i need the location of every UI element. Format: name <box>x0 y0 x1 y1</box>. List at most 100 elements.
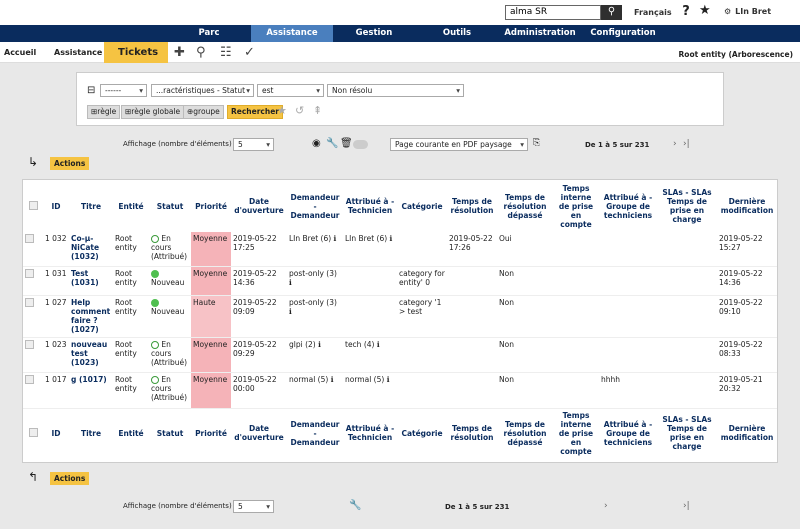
export-icon[interactable]: ⎘ <box>533 138 541 148</box>
wrench-icon[interactable]: 🔧 <box>326 138 339 149</box>
row-checkbox[interactable] <box>25 268 34 278</box>
col-id-footer[interactable]: ID <box>43 407 69 458</box>
row-checkbox[interactable] <box>25 339 34 349</box>
row-technician[interactable]: normal (5) <box>345 374 385 384</box>
row-technician[interactable]: tech (4) <box>345 339 375 349</box>
add-icon[interactable]: ✚ <box>174 45 185 60</box>
col-title-footer[interactable]: Titre <box>69 407 113 458</box>
row-requester[interactable]: post-only (3) <box>289 268 337 278</box>
row-requester[interactable]: post-only (3) <box>289 297 337 307</box>
nav-outils[interactable]: Outils <box>442 28 472 38</box>
nav-parc[interactable]: Parc <box>198 28 220 38</box>
actions-button-top[interactable]: Actions <box>50 157 90 170</box>
nav-gestion[interactable]: Gestion <box>355 28 393 38</box>
row-title-link[interactable]: Co-µ-NiCate (1032) <box>71 234 100 261</box>
select-all-checkbox-bottom[interactable] <box>28 427 38 437</box>
global-search-input[interactable]: alma SR <box>505 5 601 20</box>
row-requester[interactable]: glpi (2) <box>289 339 316 349</box>
col-opened-footer[interactable]: Date d'ouverture <box>231 407 287 458</box>
col-status-footer[interactable]: Statut <box>149 407 191 458</box>
field-select[interactable]: ...ractéristiques - Statut <box>151 84 254 97</box>
validate-icon[interactable]: ✓ <box>244 45 255 60</box>
col-category-footer[interactable]: Catégorie <box>397 407 447 458</box>
add-group-button[interactable]: ⊕groupe <box>183 105 224 119</box>
next-page-icon[interactable]: › <box>673 139 677 149</box>
trash-icon[interactable]: 🗑 <box>340 138 353 149</box>
user-menu[interactable]: ⚙ LIn Bret <box>724 7 771 16</box>
info-icon[interactable]: ℹ <box>389 234 393 243</box>
col-sla[interactable]: SLAs - SLAs Temps de prise en charge <box>662 188 712 224</box>
display-count-select[interactable]: 5 <box>233 138 274 151</box>
info-icon[interactable]: ℹ <box>330 374 334 384</box>
add-global-rule-button[interactable]: ⊞règle globale <box>121 105 185 119</box>
list-icon[interactable]: ☷ <box>220 45 232 60</box>
add-rule-button[interactable]: ⊞règle <box>87 105 121 119</box>
col-resolution-time-footer[interactable]: Temps de résolution <box>447 407 497 458</box>
col-internal-time-footer[interactable]: Temps interne de prise en compte <box>553 407 599 458</box>
operator-select[interactable]: est <box>257 84 324 97</box>
nav-assistance[interactable]: Assistance <box>251 25 333 42</box>
next-page-icon[interactable]: › <box>604 501 608 511</box>
row-title-link[interactable]: Test (1031) <box>71 268 99 287</box>
info-icon[interactable]: ℹ <box>289 306 292 316</box>
row-checkbox[interactable] <box>25 297 34 307</box>
search-icon[interactable]: ⚲ <box>196 45 206 60</box>
info-icon[interactable]: ℹ <box>333 234 337 243</box>
col-priority-footer[interactable]: Priorité <box>191 407 231 458</box>
info-icon[interactable]: ℹ <box>289 277 292 287</box>
col-status[interactable]: Statut <box>156 201 184 211</box>
wrench-icon[interactable]: 🔧 <box>349 500 362 511</box>
info-icon[interactable]: ℹ <box>318 339 321 349</box>
globe-icon[interactable]: ◉ <box>312 138 321 149</box>
last-page-icon[interactable]: ›| <box>683 501 690 511</box>
star-icon[interactable]: ★ <box>699 3 711 18</box>
actions-button-bottom[interactable]: Actions <box>50 472 90 485</box>
row-title-link[interactable]: g (1017) <box>71 374 107 384</box>
col-internal-time[interactable]: Temps interne de prise en compte <box>558 183 594 229</box>
row-requester[interactable]: normal (5) <box>289 374 329 384</box>
col-group-footer[interactable]: Attribué à - Groupe de techniciens <box>599 407 657 458</box>
help-icon[interactable]: ? <box>682 4 690 19</box>
link-operator-select[interactable]: ------ <box>100 84 147 97</box>
info-icon[interactable]: ℹ <box>376 339 380 349</box>
row-title-link[interactable]: Help comment faire ? (1027) <box>71 297 111 334</box>
nav-configuration[interactable]: Configuration <box>590 28 656 38</box>
info-icon[interactable]: ℹ <box>386 374 390 384</box>
col-requester-footer[interactable]: Demandeur - Demandeur <box>287 407 343 458</box>
col-entity[interactable]: Entité <box>118 201 144 211</box>
col-opened[interactable]: Date d'ouverture <box>234 197 284 215</box>
col-technician-footer[interactable]: Attribué à - Technicien <box>343 407 397 458</box>
col-requester[interactable]: Demandeur - Demandeur <box>290 192 340 220</box>
fold-icon[interactable]: ⇞ <box>313 104 323 117</box>
crumb-tickets[interactable]: Tickets <box>104 42 169 63</box>
col-id[interactable]: ID <box>51 201 61 211</box>
col-sla-footer[interactable]: SLAs - SLAs Temps de prise en charge <box>657 407 717 458</box>
col-modified[interactable]: Dernière modification <box>720 197 774 215</box>
language-selector[interactable]: Français <box>634 8 672 17</box>
row-requester[interactable]: LIn Bret (6) <box>289 234 332 243</box>
search-button[interactable]: ⚲ <box>601 5 622 20</box>
nav-administration[interactable]: Administration <box>504 28 576 38</box>
row-checkbox[interactable] <box>25 374 34 384</box>
crumb-assistance[interactable]: Assistance <box>54 48 103 57</box>
row-title-link[interactable]: nouveau test (1023) <box>71 339 108 367</box>
col-resolution-exceeded-footer[interactable]: Temps de résolution dépassé <box>497 407 553 458</box>
col-title[interactable]: Titre <box>80 201 102 211</box>
reset-icon[interactable]: ↺ <box>295 104 305 117</box>
toggle-switch[interactable] <box>353 140 368 149</box>
export-select[interactable]: Page courante en PDF paysage <box>390 138 528 151</box>
crumb-home[interactable]: Accueil <box>4 48 37 57</box>
row-checkbox[interactable] <box>25 234 34 243</box>
col-resolution-exceeded[interactable]: Temps de résolution dépassé <box>503 192 547 220</box>
search-submit-button[interactable]: Rechercher <box>227 105 284 119</box>
col-entity-footer[interactable]: Entité <box>113 407 149 458</box>
select-all-checkbox[interactable] <box>28 200 38 210</box>
row-technician[interactable]: LIn Bret (6) <box>345 234 388 243</box>
value-select[interactable]: Non résolu <box>327 84 464 97</box>
col-technician[interactable]: Attribué à - Technicien <box>345 197 395 215</box>
col-modified-footer[interactable]: Dernière modification <box>717 407 777 458</box>
save-search-icon[interactable]: ★ <box>277 104 287 117</box>
col-resolution-time[interactable]: Temps de résolution <box>450 197 494 215</box>
last-page-icon[interactable]: ›| <box>683 139 690 149</box>
col-category[interactable]: Catégorie <box>401 201 443 211</box>
